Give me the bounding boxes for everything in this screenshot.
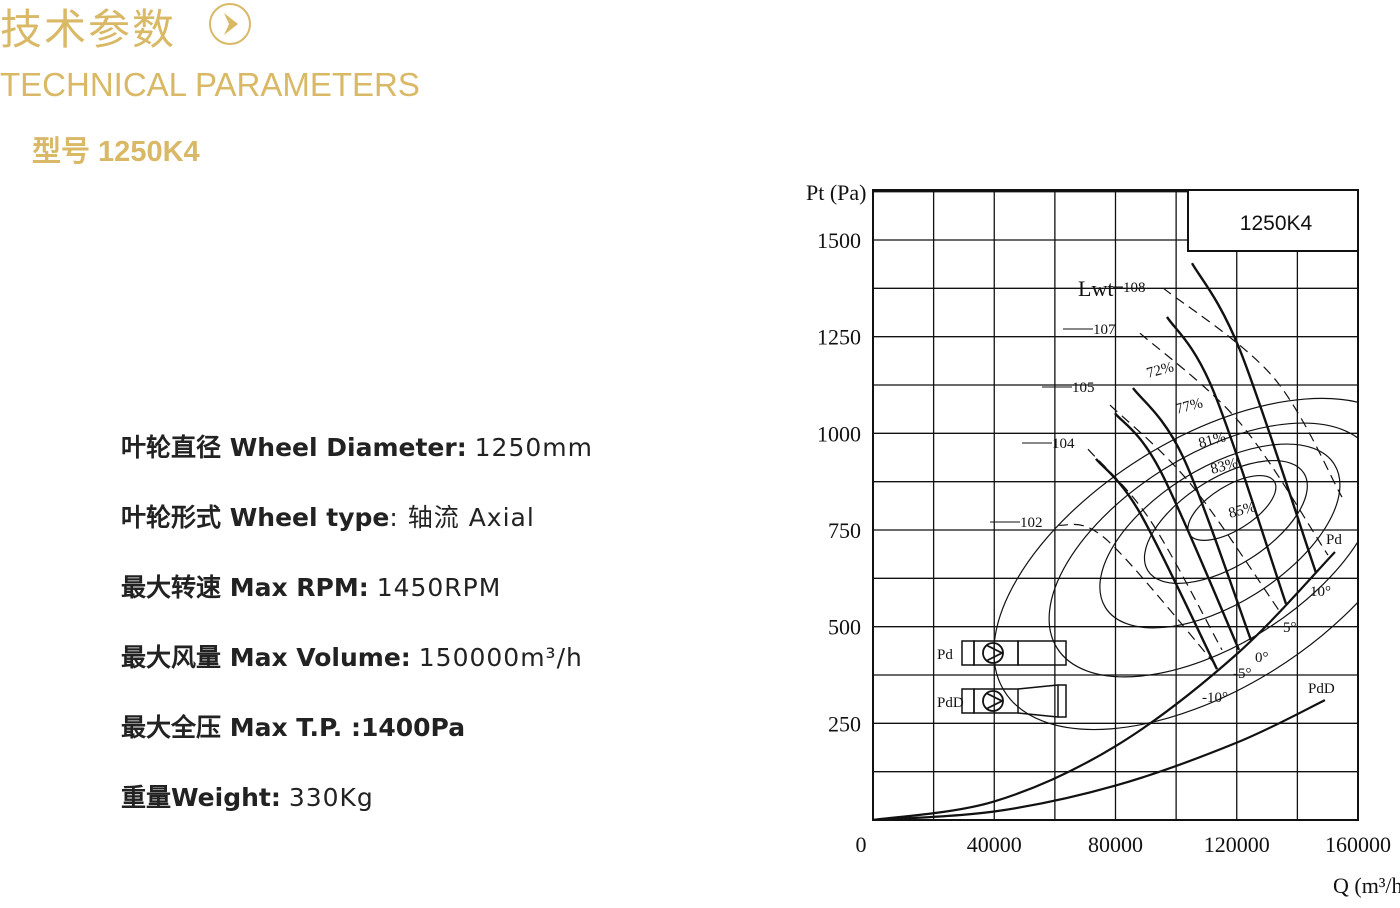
blade-angle-label: 0° [1255,650,1269,666]
spec-wheel-type: 叶轮形式 Wheel type: 轴流 Axial [121,503,535,532]
x-tick-label: 40000 [967,832,1022,857]
blade-curve-10° [1190,262,1318,574]
system-curve-PdD [873,699,1326,820]
system-curve-label: PdD [1308,681,1335,697]
y-tick-label: 250 [828,711,861,736]
legend-fan-duct-icon: Pd [937,640,1067,666]
legend-label: PdD [937,695,964,711]
legend-fan-diffuser-icon: PdD [937,684,1067,718]
spec-weight: 重量Weight: 330Kg [121,783,374,812]
blade-angle-label: -5° [1233,666,1252,682]
blade-curve-5° [1165,316,1288,605]
plot-frame [872,189,1359,821]
blade-angle-label: 10° [1310,584,1331,600]
blade-angle-label: -10° [1202,690,1228,706]
duct-inlet [961,640,975,666]
efficiency-label: 72% [1145,359,1176,382]
fan-housing [973,640,1019,666]
y-tick-label: 500 [828,615,861,640]
spec-wheel-diameter: 叶轮直径 Wheel Diameter: 1250mm [121,433,593,462]
noise-curve-102 [1057,523,1221,671]
efficiency-contour-83 [1143,459,1308,584]
noise-label: 107 [1093,322,1116,338]
blade-curve--5° [1114,412,1241,651]
blade-angle-label: 5° [1283,620,1297,636]
spec-max-rpm: 最大转速 Max RPM: 1450RPM [121,573,502,602]
y-tick-label: 1250 [817,325,861,350]
model-number: 型号 1250K4 [32,136,200,168]
x-tick-label: 0 [856,832,867,857]
efficiency-contour-81 [1099,443,1341,629]
flow-arrow-icon [985,692,1005,710]
system-curve-Pd [873,551,1336,820]
y-tick-label: 750 [828,518,861,543]
efficiency-label: 77% [1174,395,1205,418]
x-axis-label: Q (m³/h) [1333,873,1400,898]
noise-label: 102 [1020,515,1043,531]
title-box [1187,189,1359,252]
diffuser [1017,684,1067,718]
y-tick-label: 1500 [817,228,861,253]
y-axis-label: Pt (Pa) [806,180,867,205]
x-tick-label: 160000 [1325,832,1391,857]
spec-max-volume: 最大风量 Max Volume: 150000m³/h [121,643,583,672]
efficiency-label: 83% [1209,455,1240,478]
duct-inlet [961,688,975,714]
fan-housing [973,688,1019,714]
circle-chevron-right-icon[interactable] [209,3,251,45]
noise-curve-105 [1109,404,1281,613]
efficiency-contour-72 [993,397,1358,731]
noise-label: 108 [1123,280,1146,296]
section-title-cn: 技术参数 [0,5,177,54]
flow-arrow-icon [985,644,1005,662]
chart-title: 1250K4 [1240,212,1313,235]
blade-curve--10° [1095,458,1219,670]
outlet-duct [1017,640,1067,666]
spec-max-pressure: 最大全压 Max T.P. :1400Pa [121,713,466,742]
section-title-en: TECHNICAL PARAMETERS [0,66,420,103]
noise-label: 105 [1072,380,1095,396]
legend-label: Pd [937,647,953,663]
system-curve-label: Pd [1326,532,1342,548]
efficiency-label: 85% [1227,499,1258,522]
noise-curve-107 [1139,332,1329,556]
noise-curve-108 [1162,287,1343,498]
efficiency-label: 81% [1197,429,1228,452]
x-tick-label: 120000 [1204,832,1270,857]
noise-axis-label: Lwt [1078,276,1113,301]
blade-curve-0° [1132,387,1253,641]
y-tick-label: 1000 [817,421,861,446]
noise-label: 104 [1052,436,1075,452]
x-tick-label: 80000 [1088,832,1143,857]
efficiency-contour-77 [1048,422,1358,678]
